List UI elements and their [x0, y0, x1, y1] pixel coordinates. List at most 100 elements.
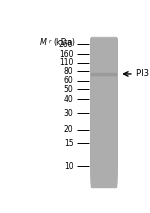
Text: 40: 40 [64, 95, 73, 104]
Bar [91, 39, 116, 118]
Text: 80: 80 [64, 67, 73, 76]
Bar [91, 39, 116, 109]
Bar [91, 39, 116, 174]
Bar [91, 39, 116, 177]
Bar [91, 39, 116, 139]
Bar [91, 39, 116, 133]
Bar [91, 39, 116, 128]
Bar [91, 39, 116, 91]
Bar [91, 39, 116, 158]
Bar [91, 39, 116, 92]
Text: 20: 20 [64, 125, 73, 134]
Bar [91, 39, 116, 95]
Bar [91, 39, 116, 179]
Bar [91, 39, 116, 85]
Bar [91, 39, 116, 97]
Bar [91, 39, 116, 77]
Text: 30: 30 [64, 109, 73, 118]
Bar [91, 39, 116, 81]
Bar [91, 39, 116, 167]
Bar [91, 39, 116, 106]
Bar [91, 39, 116, 141]
Bar [91, 39, 116, 146]
Bar [91, 39, 116, 105]
Bar [91, 39, 116, 173]
Bar [91, 39, 116, 80]
Bar [91, 39, 116, 110]
Bar [91, 39, 116, 125]
Bar [91, 39, 116, 115]
Bar [91, 39, 116, 153]
Bar [91, 39, 116, 76]
Bar [91, 39, 116, 159]
Bar [91, 39, 116, 116]
Bar [91, 39, 116, 102]
Bar [91, 39, 116, 151]
Bar [91, 39, 116, 56]
Text: M: M [40, 38, 46, 47]
Bar [91, 39, 116, 70]
Text: 260: 260 [59, 40, 73, 49]
Bar [91, 39, 116, 86]
Bar [91, 39, 116, 120]
Bar [91, 39, 116, 60]
Bar [91, 39, 116, 62]
Bar [91, 38, 116, 46]
Bar [91, 39, 116, 165]
Bar [91, 39, 116, 168]
Bar [91, 39, 116, 124]
Bar [91, 39, 116, 111]
Bar [91, 39, 116, 126]
Text: 50: 50 [64, 85, 73, 94]
Bar [91, 39, 116, 104]
Bar [91, 39, 116, 121]
Bar [91, 39, 116, 182]
Bar [91, 39, 116, 178]
Bar [91, 39, 116, 169]
Bar [91, 38, 116, 40]
Bar [91, 39, 116, 164]
Bar [91, 39, 116, 83]
Bar [91, 39, 116, 144]
Text: PI3 kinase: PI3 kinase [136, 69, 150, 78]
Bar [91, 38, 116, 48]
Bar [91, 39, 116, 96]
Bar [91, 39, 116, 119]
Bar [91, 39, 116, 130]
Bar [91, 39, 116, 107]
Bar [91, 39, 116, 71]
Bar [91, 38, 116, 53]
Bar [91, 39, 116, 58]
Bar [91, 38, 116, 50]
Bar [91, 39, 116, 161]
Bar [91, 38, 116, 41]
Bar [91, 39, 116, 63]
Bar [91, 39, 116, 148]
Bar [91, 38, 116, 45]
Bar [91, 39, 116, 122]
Bar [91, 38, 116, 47]
Bar [91, 39, 116, 138]
Bar [91, 39, 116, 68]
Bar [91, 39, 116, 75]
Bar [91, 39, 116, 157]
Bar [91, 39, 116, 180]
Bar [91, 39, 116, 163]
Bar [91, 40, 116, 185]
Bar [91, 40, 116, 187]
Bar [91, 39, 116, 145]
Bar [91, 73, 116, 75]
Bar [91, 39, 116, 90]
Bar [91, 39, 116, 112]
Bar [91, 39, 116, 101]
Text: (kDa): (kDa) [53, 38, 75, 47]
Bar [91, 38, 116, 51]
Text: r: r [48, 39, 51, 44]
Bar [91, 39, 116, 172]
Bar [91, 39, 116, 140]
Bar [91, 39, 116, 131]
Bar [91, 39, 116, 67]
Bar [91, 39, 116, 61]
Bar [91, 38, 116, 43]
Bar [91, 39, 116, 57]
